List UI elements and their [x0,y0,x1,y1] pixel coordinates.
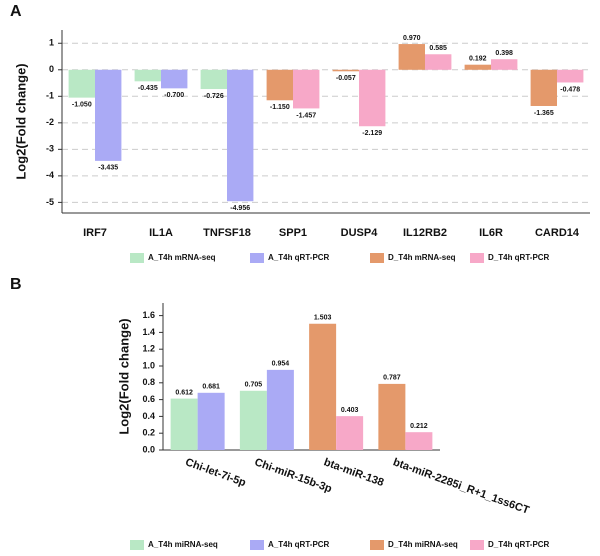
data-label: -2.129 [362,130,382,137]
data-label: -0.435 [138,85,158,92]
y-tick-label: 1 [49,38,54,48]
x-tick-label: bta-miR-2285i_R+1_1ss6CT [391,456,531,517]
legend-swatch [250,253,264,263]
bar [161,69,188,89]
y-tick-label: 0 [49,64,54,74]
legend-label: D_T4h qRT-PCR [488,540,550,549]
data-label: -0.726 [204,93,224,100]
y-axis-title: Log2(Fold change) [13,63,28,179]
legend-swatch [370,540,384,550]
y-tick-label: -4 [46,170,54,180]
x-tick-label: IL6R [479,227,503,239]
legend-swatch [470,253,484,263]
x-tick-label: SPP1 [279,227,307,239]
data-label: 0.954 [272,361,290,368]
data-label: 0.970 [403,35,421,42]
bar [197,392,225,450]
bar [336,416,364,450]
legend-label: D_T4h miRNA-seq [388,540,458,549]
legend-swatch [370,253,384,263]
y-tick-label: 1.4 [142,327,155,337]
y-tick-label: -1 [46,91,54,101]
y-tick-label: 1.0 [142,360,155,370]
bar [359,69,386,127]
y-tick-label: 0.6 [142,394,155,404]
legend-swatch [470,540,484,550]
y-tick-label: 0.4 [142,411,155,421]
y-tick-label: 0.2 [142,428,155,438]
data-label: 0.192 [469,56,487,63]
data-label: -1.050 [72,101,92,108]
data-label: -4.956 [230,205,250,212]
bar [239,390,267,450]
x-tick-label: CARD14 [535,227,580,239]
bar [227,69,254,202]
y-tick-label: -3 [46,144,54,154]
bar [95,69,122,161]
data-label: -0.057 [336,75,356,82]
panel-label: B [10,276,22,293]
y-tick-label: 0.0 [142,444,155,454]
data-label: 0.787 [383,375,401,382]
legend-label: A_T4h qRT-PCR [268,253,330,262]
bar [332,69,359,72]
legend-label: A_T4h mRNA-seq [148,253,216,262]
data-label: 0.398 [495,50,513,57]
data-label: 0.585 [429,45,447,52]
x-tick-label: DUSP4 [341,227,379,239]
bar [134,69,161,82]
y-tick-label: 1.6 [142,310,155,320]
legend-swatch [130,540,144,550]
bar [464,64,491,70]
bar [425,54,452,70]
bar [266,69,293,101]
y-tick-label: 0.8 [142,377,155,387]
bar [293,69,320,109]
legend-label: A_T4h miRNA-seq [148,540,218,549]
bar [68,69,95,98]
y-tick-label: -5 [46,197,54,207]
data-label: 0.705 [245,382,263,389]
data-label: 0.612 [175,389,193,396]
x-tick-label: IL1A [149,227,173,239]
x-tick-label: Chi-miR-15b-3p [253,456,334,495]
y-axis-title: Log2(Fold change) [116,318,131,434]
bar [200,69,227,90]
bar [398,44,425,70]
data-label: -3.435 [98,165,118,172]
x-tick-label: TNFSF18 [203,227,251,239]
bar [405,432,433,450]
data-label: -0.700 [164,92,184,99]
bar [266,369,294,450]
data-label: 1.503 [314,315,332,322]
data-label: 0.681 [202,384,220,391]
data-label: -1.457 [296,112,316,119]
data-label: 0.212 [410,423,428,430]
panel-label: A [10,3,22,20]
y-tick-label: 1.2 [142,344,155,354]
x-tick-label: IRF7 [83,227,107,239]
x-tick-label: Chi-let-7i-5p [184,456,248,489]
legend-swatch [250,540,264,550]
bar [170,398,198,450]
data-label: 0.403 [341,407,359,414]
x-tick-label: IL12RB2 [403,227,447,239]
legend-label: A_T4h qRT-PCR [268,540,330,549]
bar [309,323,337,450]
data-label: -1.365 [534,110,554,117]
y-tick-label: -2 [46,117,54,127]
bar [530,69,557,106]
bar [557,69,584,83]
bar [378,383,406,450]
data-label: -0.478 [560,86,580,93]
legend-label: D_T4h mRNA-seq [388,253,456,262]
legend-swatch [130,253,144,263]
bar [491,59,518,70]
legend-label: D_T4h qRT-PCR [488,253,550,262]
data-label: -1.150 [270,104,290,111]
